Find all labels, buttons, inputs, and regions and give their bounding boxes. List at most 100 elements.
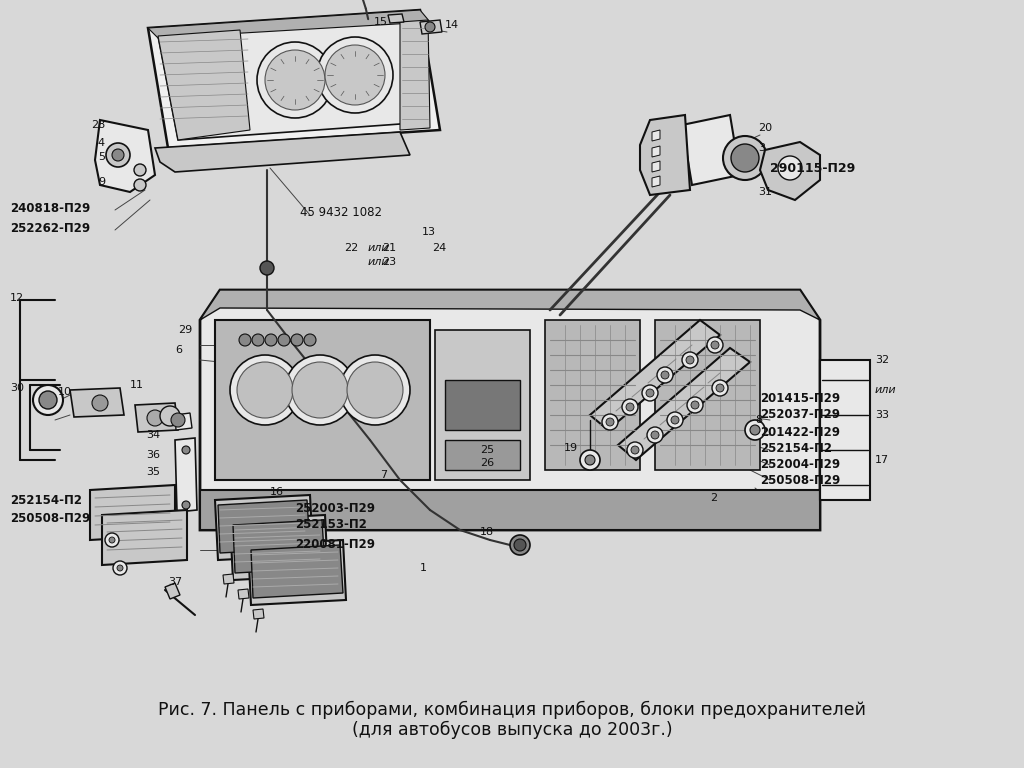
Polygon shape — [251, 545, 343, 598]
Text: 20: 20 — [758, 123, 772, 133]
Circle shape — [642, 385, 658, 401]
Circle shape — [237, 362, 293, 418]
Circle shape — [647, 427, 663, 443]
Text: или: или — [368, 243, 389, 253]
Text: 33: 33 — [874, 410, 889, 420]
Text: 29: 29 — [178, 325, 193, 335]
Text: 252037-П29: 252037-П29 — [760, 409, 840, 422]
Circle shape — [113, 561, 127, 575]
Circle shape — [580, 450, 600, 470]
Text: 290115-П29: 290115-П29 — [770, 161, 855, 174]
Circle shape — [285, 355, 355, 425]
Text: 250508-П29: 250508-П29 — [760, 474, 841, 486]
Polygon shape — [158, 18, 428, 140]
Circle shape — [631, 446, 639, 454]
Polygon shape — [445, 440, 520, 470]
Circle shape — [687, 397, 703, 413]
Text: 240818-П29: 240818-П29 — [10, 201, 90, 214]
Text: 201415-П29: 201415-П29 — [760, 392, 840, 405]
Polygon shape — [95, 120, 155, 192]
Text: 250508-П29: 250508-П29 — [10, 511, 90, 525]
Circle shape — [606, 418, 614, 426]
Circle shape — [265, 50, 325, 110]
Polygon shape — [760, 142, 820, 200]
Text: 252153-П2: 252153-П2 — [295, 518, 367, 531]
Text: 8: 8 — [755, 415, 762, 425]
Polygon shape — [200, 290, 820, 530]
Circle shape — [510, 535, 530, 555]
Polygon shape — [175, 438, 197, 512]
Circle shape — [602, 414, 618, 430]
Text: 28: 28 — [91, 120, 105, 130]
Polygon shape — [253, 609, 264, 619]
Polygon shape — [70, 388, 124, 417]
Polygon shape — [260, 520, 310, 590]
Circle shape — [347, 362, 403, 418]
Polygon shape — [90, 485, 175, 540]
Circle shape — [585, 455, 595, 465]
Polygon shape — [215, 495, 313, 560]
Text: 4: 4 — [98, 138, 105, 148]
Text: 22: 22 — [344, 243, 358, 253]
Circle shape — [160, 406, 180, 426]
Circle shape — [745, 420, 765, 440]
Circle shape — [667, 412, 683, 428]
Circle shape — [292, 362, 348, 418]
Circle shape — [711, 341, 719, 349]
Circle shape — [291, 334, 303, 346]
Polygon shape — [655, 320, 760, 470]
Circle shape — [182, 501, 190, 509]
Polygon shape — [158, 30, 250, 140]
Circle shape — [317, 37, 393, 113]
Text: 6: 6 — [175, 345, 182, 355]
Circle shape — [147, 410, 163, 426]
Polygon shape — [230, 515, 328, 580]
Text: 3: 3 — [758, 143, 765, 153]
Text: 26: 26 — [480, 458, 495, 468]
Text: 24: 24 — [432, 243, 446, 253]
Circle shape — [662, 371, 669, 379]
Polygon shape — [618, 348, 750, 460]
Text: 252003-П29: 252003-П29 — [295, 502, 375, 515]
Circle shape — [707, 337, 723, 353]
Circle shape — [39, 391, 57, 409]
Text: 25: 25 — [480, 445, 495, 455]
Text: 201422-П29: 201422-П29 — [760, 425, 840, 439]
Circle shape — [105, 533, 119, 547]
Circle shape — [265, 334, 278, 346]
Circle shape — [691, 401, 699, 409]
Circle shape — [134, 164, 146, 176]
Circle shape — [171, 413, 185, 427]
Polygon shape — [175, 413, 193, 430]
Text: 31: 31 — [758, 187, 772, 197]
Circle shape — [340, 355, 410, 425]
Circle shape — [257, 42, 333, 118]
Circle shape — [112, 149, 124, 161]
Text: 45 9432 1082: 45 9432 1082 — [300, 206, 382, 219]
Polygon shape — [200, 290, 820, 320]
Circle shape — [778, 156, 802, 180]
Circle shape — [731, 144, 759, 172]
Text: 15: 15 — [374, 17, 388, 27]
Circle shape — [514, 539, 526, 551]
Polygon shape — [388, 14, 404, 23]
Text: 36: 36 — [146, 450, 160, 460]
Circle shape — [278, 334, 290, 346]
Text: 252004-П29: 252004-П29 — [760, 458, 840, 471]
Circle shape — [252, 334, 264, 346]
Polygon shape — [233, 520, 325, 573]
Text: 14: 14 — [445, 20, 459, 30]
Circle shape — [425, 22, 435, 32]
Polygon shape — [165, 583, 180, 599]
Circle shape — [109, 537, 115, 543]
Circle shape — [750, 425, 760, 435]
Polygon shape — [590, 320, 720, 430]
Text: 23: 23 — [382, 257, 396, 267]
Polygon shape — [400, 20, 430, 130]
Circle shape — [106, 143, 130, 167]
Text: 9: 9 — [98, 177, 105, 187]
Polygon shape — [148, 10, 430, 38]
Polygon shape — [248, 540, 346, 605]
Polygon shape — [820, 360, 870, 500]
Text: 2: 2 — [710, 493, 717, 503]
